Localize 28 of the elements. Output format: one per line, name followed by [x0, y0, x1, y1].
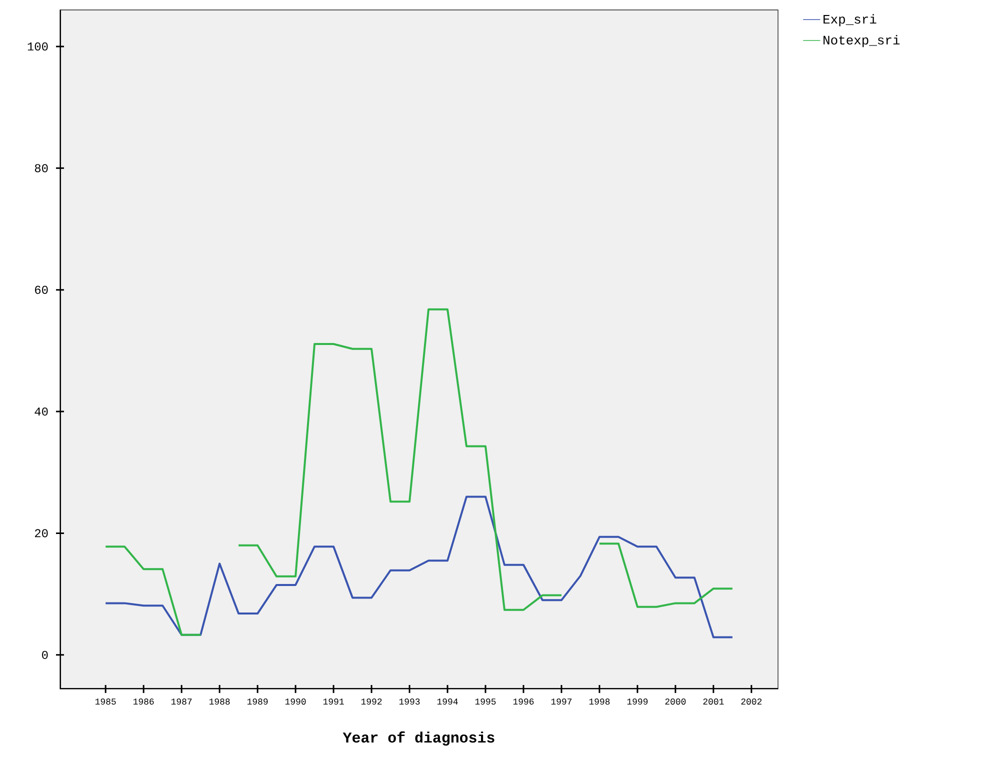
x-tick-label: 2000	[665, 698, 686, 705]
x-tick-label: 1997	[551, 698, 572, 705]
x-tick-label: 1985	[95, 698, 116, 705]
line-series	[104, 496, 734, 638]
y-tick-label: 20	[34, 529, 48, 538]
y-tick-label: 0	[42, 650, 48, 659]
x-tick-label: 1989	[247, 698, 268, 705]
legend-label: Exp_sri	[824, 14, 876, 26]
x-tick-label: 1994	[437, 698, 458, 705]
x-tick-label: 1991	[323, 698, 344, 705]
x-tick-label: 1988	[209, 698, 230, 705]
y-tick-label: 80	[34, 164, 48, 172]
x-tick-label: 1996	[513, 698, 534, 705]
y-tick-label: 60	[35, 286, 48, 294]
x-tick-label: 1999	[627, 698, 648, 705]
x-tick-label: 1986	[133, 698, 154, 705]
y-tick-label: 100	[28, 42, 48, 51]
y-tick-label: 40	[34, 407, 48, 416]
x-tick-label: 1993	[399, 698, 420, 705]
x-tick-label: 1992	[361, 698, 382, 705]
x-tick-label: 1990	[285, 698, 306, 705]
x-tick-label: 1998	[589, 698, 610, 705]
legend-label: Notexp_sri	[824, 35, 900, 48]
x-tick-label: 2001	[703, 698, 724, 705]
x-tick-label: 2002	[741, 698, 762, 705]
x-axis-title: Year of diagnosis	[342, 731, 494, 746]
x-tick-label: 1987	[171, 698, 192, 705]
x-tick-label: 1995	[475, 698, 496, 705]
